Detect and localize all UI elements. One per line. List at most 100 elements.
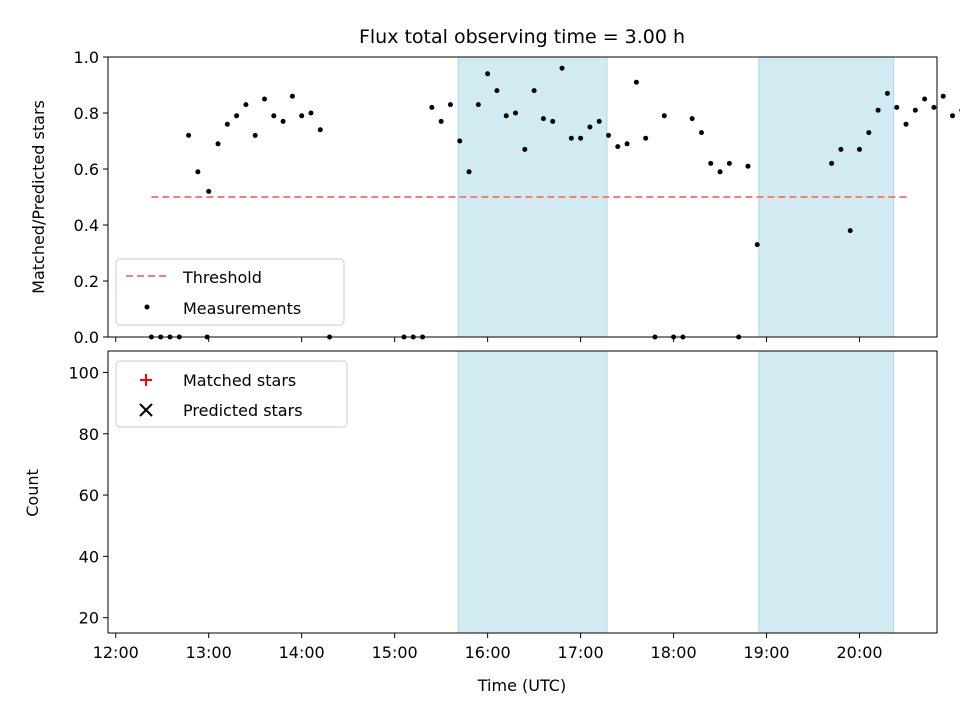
count-panel-y-axis-label: Count xyxy=(23,469,42,517)
measurement-point xyxy=(224,121,230,127)
x-tick-label: 18:00 xyxy=(651,643,697,662)
x-tick-label: 16:00 xyxy=(465,643,511,662)
measurement-point xyxy=(903,121,909,127)
legend-predicted-swatch xyxy=(139,403,153,417)
x-tick-label: 17:00 xyxy=(558,643,604,662)
y-tick-label: 0.4 xyxy=(74,216,99,235)
shaded-interval xyxy=(457,350,608,634)
measurement-point xyxy=(317,127,323,133)
measurement-point xyxy=(940,93,946,99)
count-panel-legend: Matched stars Predicted stars xyxy=(115,360,348,428)
legend-predicted-label: Predicted stars xyxy=(183,401,303,420)
count-panel-y-ticks: 20 40 60 80 100 xyxy=(68,363,108,628)
measurement-point xyxy=(912,107,918,113)
measurement-point xyxy=(578,135,584,141)
measurement-point xyxy=(195,169,201,175)
y-tick-label: 0.2 xyxy=(74,272,99,291)
measurement-point xyxy=(717,169,723,175)
y-tick-label: 100 xyxy=(68,363,99,382)
legend-threshold-label: Threshold xyxy=(182,268,262,287)
count-panel-frame xyxy=(107,350,938,634)
measurement-point xyxy=(698,130,704,136)
shaded-interval xyxy=(758,350,895,634)
measurement-point xyxy=(922,96,928,102)
measurement-point xyxy=(661,113,667,119)
measurement-point xyxy=(847,228,853,234)
measurement-point xyxy=(252,132,258,138)
measurement-point xyxy=(587,124,593,130)
measurement-point xyxy=(615,144,621,150)
measurement-point xyxy=(308,110,314,116)
measurement-point xyxy=(299,113,305,119)
ratio-panel-x-ticks xyxy=(115,337,861,342)
ratio-panel: 0.0 0.2 0.4 0.6 0.8 1.0 Matched/Predicted sta… xyxy=(29,48,960,347)
x-tick-label: 20:00 xyxy=(836,643,882,662)
legend-measurements-swatch xyxy=(144,304,150,310)
measurement-point xyxy=(754,242,760,248)
measurement-point xyxy=(262,96,268,102)
measurement-point xyxy=(438,118,444,124)
measurement-point xyxy=(475,102,481,108)
y-tick-label: 60 xyxy=(79,486,99,505)
measurement-point xyxy=(745,163,751,169)
ratio-panel-y-ticks: 0.0 0.2 0.4 0.6 0.8 1.0 xyxy=(74,48,108,347)
y-tick-label: 0.0 xyxy=(74,328,99,347)
measurement-point xyxy=(234,113,240,119)
ratio-panel-y-axis-label: Matched/Predicted stars xyxy=(29,100,48,294)
measurement-point xyxy=(513,110,519,116)
count-panel: 20 40 60 80 100 12:00 13:00 14:00 15:00 16:00 17:… xyxy=(23,350,938,695)
measurement-point xyxy=(531,88,537,94)
legend-measurements-label: Measurements xyxy=(183,299,301,318)
y-tick-label: 40 xyxy=(79,547,99,566)
measurement-point xyxy=(605,132,611,138)
measurement-point xyxy=(503,113,509,119)
measurement-point xyxy=(568,135,574,141)
y-tick-label: 20 xyxy=(79,609,99,628)
y-tick-label: 80 xyxy=(79,425,99,444)
measurement-point xyxy=(550,118,556,124)
measurement-point xyxy=(522,146,528,152)
measurement-point xyxy=(875,107,881,113)
x-tick-label: 15:00 xyxy=(372,643,418,662)
measurement-point xyxy=(726,160,732,166)
measurement-point xyxy=(596,118,602,124)
measurement-point xyxy=(494,88,500,94)
measurement-point xyxy=(838,146,844,152)
measurement-point xyxy=(931,104,937,110)
ratio-panel-legend: Threshold Measurements xyxy=(115,258,345,326)
measurement-point xyxy=(866,130,872,136)
y-tick-label: 1.0 xyxy=(74,48,99,67)
legend-matched-swatch xyxy=(140,374,152,386)
measurement-point xyxy=(447,102,453,108)
ratio-panel-frame xyxy=(107,56,938,338)
x-axis-label: Time (UTC) xyxy=(477,676,566,695)
measurement-point xyxy=(884,90,890,96)
measurement-point xyxy=(271,113,277,119)
measurement-point xyxy=(429,104,435,110)
measurement-point xyxy=(485,71,491,77)
count-panel-legend-box xyxy=(115,360,348,428)
measurement-point xyxy=(559,65,565,71)
ratio-panel-series xyxy=(148,65,960,340)
measurement-point xyxy=(457,138,463,144)
x-tick-label: 19:00 xyxy=(743,643,789,662)
measurement-point xyxy=(829,160,835,166)
measurement-point xyxy=(186,132,192,138)
legend-matched-label: Matched stars xyxy=(183,371,296,390)
y-tick-label: 0.8 xyxy=(74,104,99,123)
measurement-point xyxy=(643,135,649,141)
measurement-point xyxy=(708,160,714,166)
y-tick-label: 0.6 xyxy=(74,160,99,179)
measurement-point xyxy=(280,118,286,124)
measurement-point xyxy=(894,104,900,110)
x-tick-label: 12:00 xyxy=(93,643,139,662)
measurement-point xyxy=(633,79,639,85)
measurement-point xyxy=(289,93,295,99)
x-tick-label: 13:00 xyxy=(186,643,232,662)
x-tick-label: 14:00 xyxy=(279,643,325,662)
count-panel-shaded-intervals xyxy=(457,350,895,634)
measurement-point xyxy=(624,141,630,147)
measurement-point xyxy=(857,146,863,152)
measurement-point xyxy=(540,116,546,122)
